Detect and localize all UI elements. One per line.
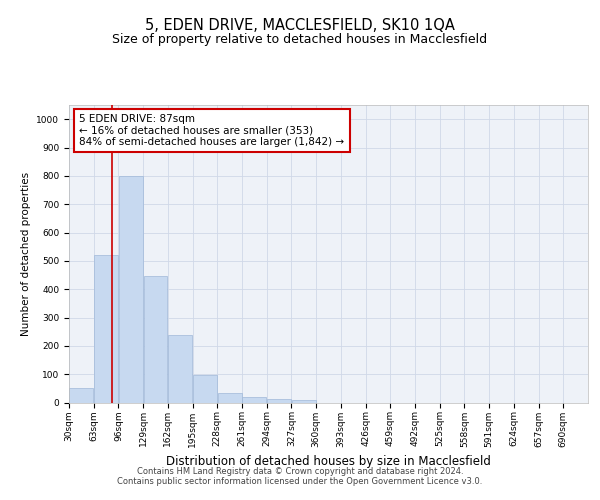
Bar (119, 176, 143, 402)
Bar (242, 397, 266, 402)
X-axis label: Distribution of detached houses by size in Macclesfield: Distribution of detached houses by size … (166, 455, 491, 468)
Bar (267, 399, 291, 402)
Bar (94, 255, 118, 402)
Y-axis label: Number of detached properties: Number of detached properties (21, 172, 31, 336)
Bar (168, 336, 192, 402)
Text: Contains public sector information licensed under the Open Government Licence v3: Contains public sector information licen… (118, 477, 482, 486)
Text: 5 EDEN DRIVE: 87sqm
← 16% of detached houses are smaller (353)
84% of semi-detac: 5 EDEN DRIVE: 87sqm ← 16% of detached ho… (79, 114, 344, 147)
Text: Size of property relative to detached houses in Macclesfield: Size of property relative to detached ho… (112, 32, 488, 46)
Text: 5, EDEN DRIVE, MACCLESFIELD, SK10 1QA: 5, EDEN DRIVE, MACCLESFIELD, SK10 1QA (145, 18, 455, 32)
Bar (193, 375, 217, 402)
Bar (218, 392, 242, 402)
Bar (70, 388, 94, 402)
Bar (292, 400, 316, 402)
Text: Contains HM Land Registry data © Crown copyright and database right 2024.: Contains HM Land Registry data © Crown c… (137, 467, 463, 476)
Bar (143, 276, 167, 402)
